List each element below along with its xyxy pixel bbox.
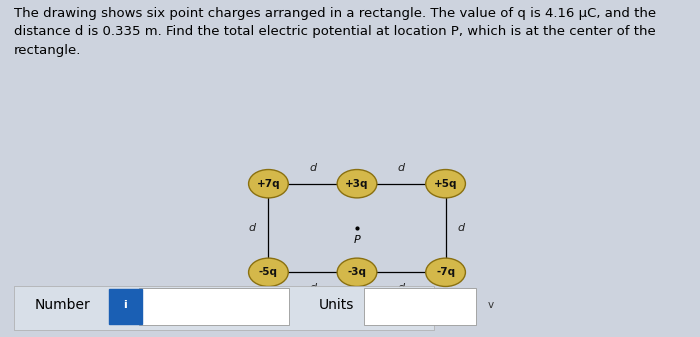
FancyBboxPatch shape	[108, 289, 142, 324]
Ellipse shape	[426, 258, 466, 286]
Ellipse shape	[248, 258, 288, 286]
Text: +5q: +5q	[434, 179, 457, 189]
Text: i: i	[123, 301, 127, 310]
Text: -5q: -5q	[259, 267, 278, 277]
Text: d: d	[309, 283, 316, 293]
Text: d: d	[309, 163, 316, 173]
Text: d: d	[458, 223, 465, 233]
FancyBboxPatch shape	[139, 288, 289, 325]
Text: -3q: -3q	[347, 267, 367, 277]
Text: d: d	[249, 223, 256, 233]
Text: d: d	[398, 163, 405, 173]
Text: d: d	[398, 283, 405, 293]
FancyBboxPatch shape	[364, 288, 476, 325]
Text: Units: Units	[318, 299, 354, 312]
FancyBboxPatch shape	[14, 286, 434, 330]
Ellipse shape	[337, 258, 377, 286]
Ellipse shape	[426, 170, 466, 198]
Text: +7q: +7q	[257, 179, 280, 189]
Text: Number: Number	[35, 299, 91, 312]
Text: The drawing shows six point charges arranged in a rectangle. The value of q is 4: The drawing shows six point charges arra…	[14, 7, 656, 57]
Ellipse shape	[337, 170, 377, 198]
Text: P: P	[354, 235, 360, 245]
Ellipse shape	[248, 170, 288, 198]
Text: v: v	[488, 301, 494, 310]
Text: +3q: +3q	[345, 179, 369, 189]
Text: -7q: -7q	[436, 267, 455, 277]
